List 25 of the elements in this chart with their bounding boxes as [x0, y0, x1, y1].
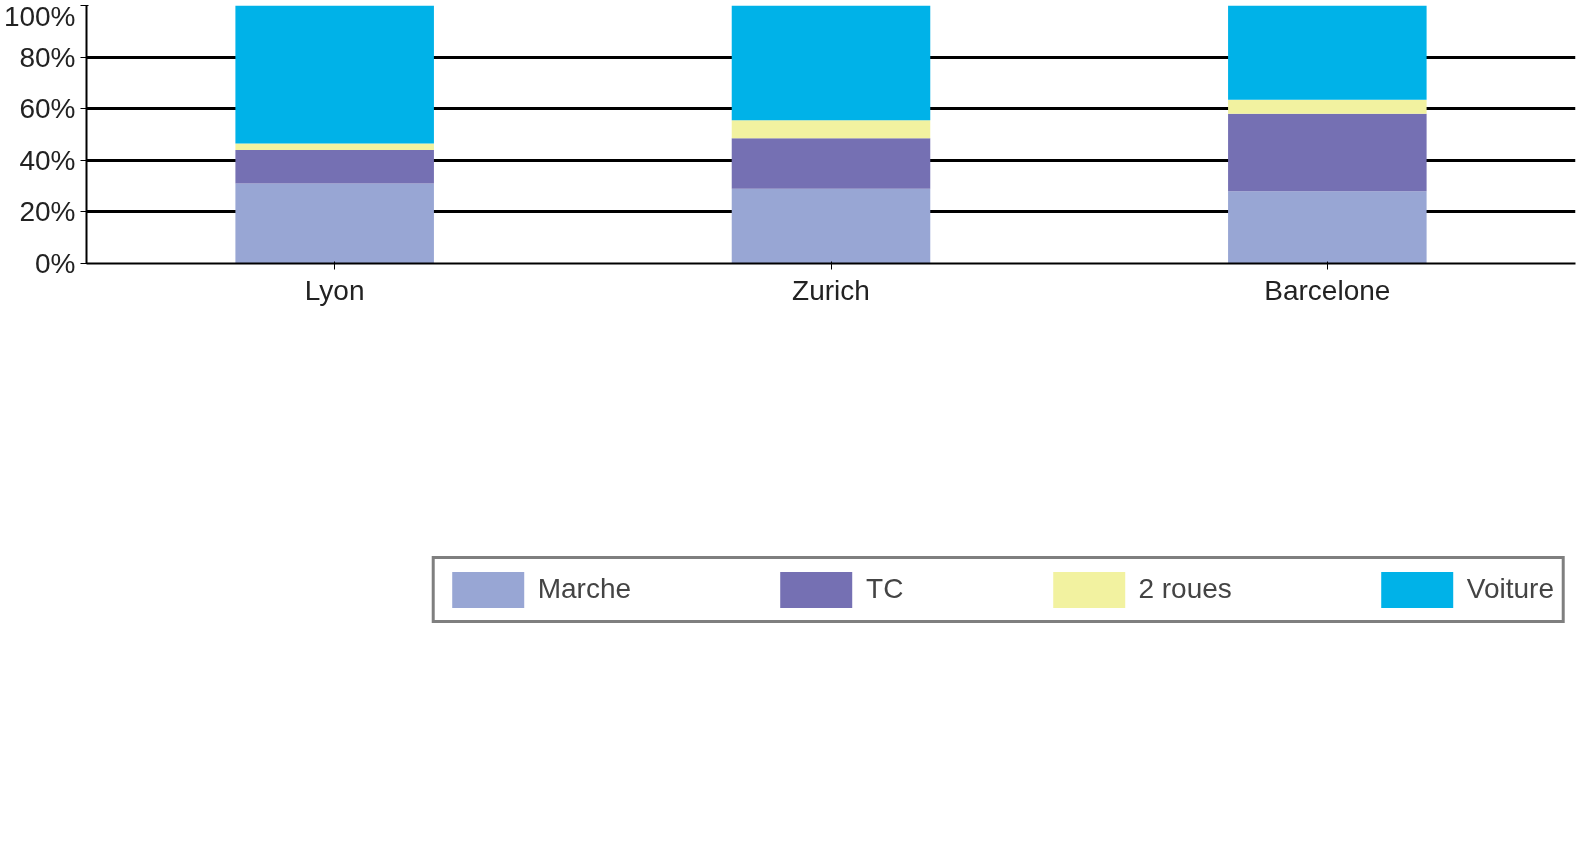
legend-label: Marche	[537, 573, 632, 605]
y-tick-label: 0%	[35, 248, 76, 279]
bar	[731, 120, 931, 139]
y-tick-label: 40%	[19, 144, 76, 176]
bar	[1228, 5, 1427, 100]
bar	[1228, 113, 1427, 192]
x-tick-label: Barcelone	[1264, 274, 1391, 306]
legend-label: 2 roues	[1138, 573, 1232, 605]
y-tick-label: 60%	[19, 93, 76, 125]
bar	[235, 149, 434, 184]
bar	[235, 143, 434, 150]
x-tick-label: Lyon	[304, 274, 365, 306]
bar	[235, 5, 434, 144]
legend-label: TC	[866, 573, 904, 605]
bar	[235, 183, 434, 264]
bar	[731, 188, 931, 264]
bar	[1228, 99, 1427, 114]
legend-label: Voiture	[1466, 573, 1554, 605]
y-tick-label: 80%	[19, 41, 76, 73]
y-tick-label: 20%	[19, 196, 76, 228]
bar	[1228, 191, 1427, 264]
y-tick-label: 100%	[3, 0, 76, 32]
bar	[731, 138, 931, 189]
bar	[731, 5, 931, 121]
x-tick-label: Zurich	[792, 274, 870, 306]
